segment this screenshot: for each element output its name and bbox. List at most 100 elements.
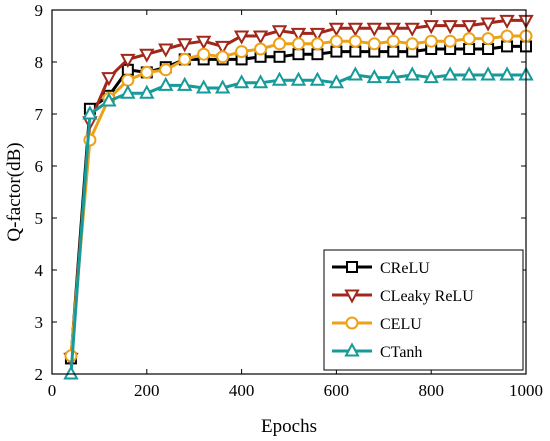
x-tick-label: 1000: [509, 381, 543, 400]
data-point: [214, 40, 231, 55]
data-point: [330, 45, 343, 58]
data-point: [309, 27, 326, 42]
data-point: [309, 71, 326, 86]
data-point: [463, 43, 476, 55]
data-point: [82, 105, 98, 120]
data-point: [252, 74, 269, 89]
data-point: [385, 69, 401, 84]
data-point: [214, 79, 231, 94]
data-point: [195, 79, 212, 94]
series-3: [63, 66, 534, 380]
data-point: [63, 365, 79, 380]
data-point: [271, 25, 288, 40]
data-point: [367, 37, 381, 51]
y-tick-label: 7: [35, 105, 44, 124]
legend-label: CTanh: [380, 344, 422, 361]
legend-label: CELU: [380, 316, 422, 333]
data-point: [366, 22, 383, 37]
data-point: [461, 20, 477, 35]
data-point: [101, 92, 117, 107]
data-point: [385, 22, 401, 37]
data-point: [216, 50, 230, 64]
data-point: [140, 65, 154, 79]
legend-marker: [345, 316, 359, 330]
data-point: [311, 48, 324, 61]
data-point: [480, 66, 496, 81]
data-point: [177, 76, 193, 91]
axes-frame: [51, 9, 527, 375]
data-point: [442, 20, 458, 35]
data-point: [83, 133, 97, 147]
data-point: [482, 43, 495, 55]
data-point: [328, 74, 345, 89]
data-point: [271, 71, 288, 86]
y-tick-label: 6: [35, 157, 44, 176]
data-point: [499, 14, 515, 29]
x-axis-title: Epochs: [261, 416, 317, 437]
legend: CReLU CLeaky ReLU CELU CTanh: [323, 249, 524, 371]
data-point: [292, 48, 305, 61]
data-point: [233, 30, 250, 45]
data-point: [290, 71, 307, 86]
data-point: [405, 37, 419, 51]
data-point: [461, 66, 477, 81]
data-point: [480, 17, 496, 32]
data-point: [348, 34, 362, 48]
data-point: [404, 66, 420, 81]
data-point: [404, 22, 420, 37]
data-point: [158, 43, 174, 58]
data-point: [178, 52, 192, 66]
data-point: [139, 84, 155, 99]
x-tick-label: 0: [48, 381, 57, 400]
y-tick-label: 2: [35, 365, 44, 384]
legend-marker: [346, 261, 358, 273]
data-point: [121, 73, 135, 87]
data-point: [252, 30, 269, 45]
data-point: [329, 34, 343, 48]
data-point: [235, 45, 249, 59]
data-point: [139, 48, 155, 63]
legend-item: CELU: [332, 316, 422, 333]
legend-item: CTanh: [332, 342, 422, 361]
series-layer: [63, 14, 534, 380]
data-point: [158, 76, 174, 91]
y-tick-label: 8: [35, 53, 44, 72]
data-point: [499, 66, 515, 81]
data-point: [273, 50, 286, 63]
data-point: [291, 37, 305, 51]
x-tick-label: 600: [324, 381, 350, 400]
data-point: [423, 20, 439, 35]
data-point: [195, 35, 212, 50]
series-2: [64, 29, 533, 363]
data-point: [387, 45, 400, 58]
data-point: [349, 45, 362, 58]
x-tick-label: 800: [418, 381, 444, 400]
data-point: [501, 40, 514, 53]
data-point: [424, 34, 438, 48]
data-point: [120, 84, 136, 99]
data-point: [386, 34, 400, 48]
data-point: [481, 32, 495, 46]
data-point: [500, 29, 514, 43]
axes-layer: 0 200 400 600 800 1000 2 3 4 5 6 7 8 9: [35, 1, 544, 400]
data-point: [462, 32, 476, 46]
y-tick-label: 5: [35, 209, 44, 228]
y-axis-title: Q-factor(dB): [4, 142, 25, 241]
data-point: [366, 69, 383, 84]
legend-label: CLeaky ReLU: [380, 288, 474, 305]
data-point: [443, 34, 457, 48]
data-point: [290, 27, 307, 42]
data-point: [101, 72, 117, 87]
data-point: [310, 37, 324, 51]
data-point: [197, 47, 211, 61]
y-tick-label: 4: [35, 261, 44, 280]
data-point: [120, 53, 136, 68]
data-point: [347, 22, 364, 37]
data-point: [254, 42, 268, 56]
legend-item: CLeaky ReLU: [332, 288, 474, 305]
legend-marker: [344, 289, 360, 304]
y-tick-label: 9: [35, 1, 44, 20]
legend-label: CReLU: [380, 260, 430, 277]
x-tick-label: 400: [229, 381, 255, 400]
